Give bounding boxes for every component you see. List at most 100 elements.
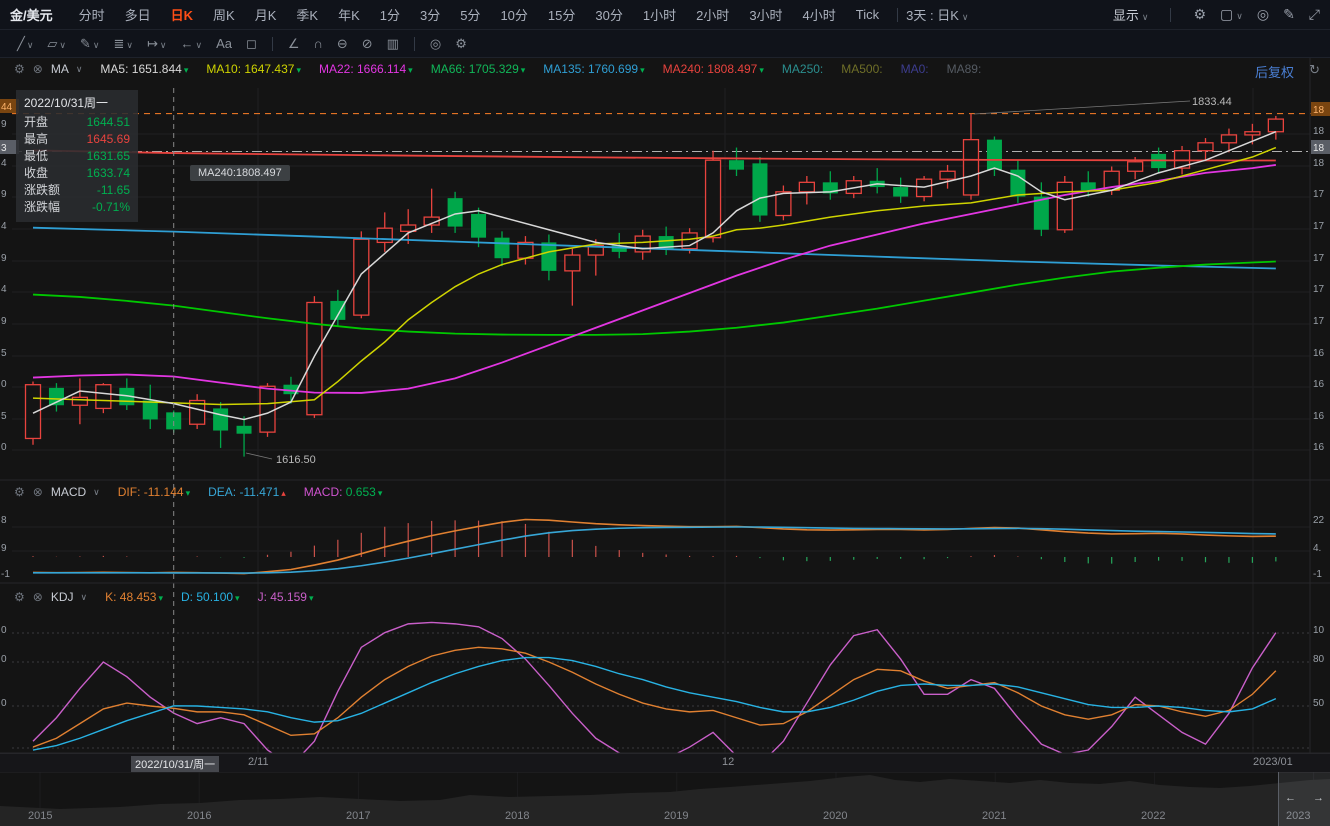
candle[interactable] bbox=[1267, 118, 1284, 133]
indicator-value-MA0[interactable]: MA0: bbox=[900, 62, 929, 76]
period-tab-年K[interactable]: 年K bbox=[338, 8, 360, 23]
gear-icon[interactable]: ⚙ bbox=[14, 590, 25, 604]
candle[interactable] bbox=[752, 163, 768, 216]
indicator-value-MA22[interactable]: MA22: 1666.114 ▾ bbox=[318, 62, 413, 76]
candle[interactable] bbox=[1033, 196, 1049, 230]
candle[interactable] bbox=[587, 244, 604, 256]
gear-icon[interactable]: ⚙ bbox=[14, 485, 25, 499]
candle[interactable] bbox=[471, 213, 487, 238]
candle[interactable] bbox=[915, 178, 933, 198]
indicator-value-DEA[interactable]: DEA: -11.471 ▴ bbox=[208, 485, 286, 499]
compare-tool[interactable]: ◎ bbox=[429, 35, 442, 51]
candle[interactable] bbox=[1056, 181, 1073, 231]
brush-tool[interactable]: ✎ ∨ bbox=[80, 35, 100, 51]
candle[interactable] bbox=[1173, 150, 1191, 169]
candle[interactable] bbox=[24, 384, 42, 440]
period-tab-日K[interactable]: 日K bbox=[170, 8, 194, 23]
magnet-tool[interactable]: ∩ bbox=[313, 36, 323, 51]
indicator-name[interactable]: MACD bbox=[50, 485, 87, 499]
candle[interactable] bbox=[1080, 182, 1096, 191]
nav-right-arrow[interactable]: → bbox=[1313, 792, 1324, 804]
candle[interactable] bbox=[939, 170, 956, 180]
candle[interactable] bbox=[330, 300, 346, 320]
period-tab-月K[interactable]: 月K bbox=[254, 8, 277, 23]
indicator-value-MA250[interactable]: MA250: bbox=[781, 62, 824, 76]
candle[interactable] bbox=[213, 408, 229, 431]
period-tab-多日[interactable]: 多日 bbox=[124, 8, 151, 23]
candle[interactable] bbox=[1127, 161, 1144, 172]
candle[interactable] bbox=[188, 399, 206, 425]
navigator-area[interactable] bbox=[0, 775, 1330, 826]
period-tab-3分[interactable]: 3分 bbox=[419, 8, 441, 23]
indicator-value-D[interactable]: D: 50.100 ▾ bbox=[181, 590, 240, 604]
pencil-icon[interactable]: ✎ bbox=[1283, 6, 1295, 22]
indicator-value-MA240[interactable]: MA240: 1808.497 ▾ bbox=[662, 62, 764, 76]
candle[interactable] bbox=[1197, 142, 1214, 152]
candle[interactable] bbox=[259, 385, 276, 433]
period-tab-15分[interactable]: 15分 bbox=[547, 8, 576, 23]
indicator-name[interactable]: MA bbox=[50, 62, 69, 76]
hide-tool[interactable]: ⊘ bbox=[361, 35, 373, 51]
period-tab-1分[interactable]: 1分 bbox=[379, 8, 400, 23]
expand-icon[interactable]: ⤢ bbox=[1308, 6, 1320, 22]
period-tab-3小时[interactable]: 3小时 bbox=[749, 8, 783, 23]
annotation-tool[interactable]: ≣ ∨ bbox=[113, 35, 134, 51]
close-icon[interactable]: ⊗ bbox=[32, 485, 43, 499]
candle[interactable] bbox=[1010, 169, 1026, 197]
candle[interactable] bbox=[494, 237, 510, 259]
candle[interactable] bbox=[634, 235, 651, 253]
period-tab-季K[interactable]: 季K bbox=[296, 8, 319, 23]
settings-tool[interactable]: ⚙ bbox=[455, 35, 467, 51]
period-tab-4小时[interactable]: 4小时 bbox=[802, 8, 836, 23]
restore-rights-button[interactable]: 后复权 bbox=[1254, 65, 1294, 80]
candle[interactable] bbox=[611, 245, 627, 252]
candle[interactable] bbox=[306, 301, 323, 416]
indicator-value-MA5[interactable]: MA5: 1651.844 ▾ bbox=[100, 62, 189, 76]
shape-tool[interactable]: ▱ ∨ bbox=[47, 35, 67, 51]
navigator-selection[interactable]: ← → bbox=[1278, 772, 1330, 826]
candle[interactable] bbox=[236, 425, 252, 434]
gear-icon[interactable]: ⚙ bbox=[1193, 6, 1207, 22]
layout-square-icon[interactable]: ▢ ∨ bbox=[1220, 6, 1243, 22]
close-icon[interactable]: ⊗ bbox=[32, 62, 43, 76]
text-tool[interactable]: Aa bbox=[216, 36, 233, 51]
candle[interactable] bbox=[704, 159, 722, 239]
candle[interactable] bbox=[166, 412, 182, 430]
period-tab-1小时[interactable]: 1小时 bbox=[642, 8, 677, 23]
candle[interactable] bbox=[962, 138, 980, 196]
candle[interactable] bbox=[142, 400, 158, 420]
period-tab-10分[interactable]: 10分 bbox=[500, 8, 528, 23]
indicator-value-MA135[interactable]: MA135: 1760.699 ▾ bbox=[543, 62, 645, 76]
indicator-value-K[interactable]: K: 48.453 ▾ bbox=[105, 590, 163, 604]
period-tab-5分[interactable]: 5分 bbox=[460, 8, 481, 23]
indicator-value-MA89[interactable]: MA89: bbox=[946, 62, 982, 76]
candle[interactable] bbox=[564, 254, 581, 272]
measure-tool[interactable]: ↦ ∨ bbox=[147, 35, 167, 51]
indicator-value-J[interactable]: J: 45.159 ▾ bbox=[257, 590, 314, 604]
indicator-value-DIF[interactable]: DIF: -11.144 ▾ bbox=[117, 485, 191, 499]
candle[interactable] bbox=[283, 384, 299, 395]
candle[interactable] bbox=[353, 238, 370, 316]
period-tab-周K[interactable]: 周K bbox=[213, 8, 235, 23]
trash-tool[interactable]: ▥ bbox=[386, 35, 399, 51]
indicator-name[interactable]: KDJ bbox=[50, 590, 74, 604]
candle[interactable] bbox=[71, 396, 89, 406]
candle[interactable] bbox=[1220, 134, 1238, 144]
candle[interactable] bbox=[986, 139, 1002, 170]
nav-left-arrow[interactable]: ← bbox=[1285, 792, 1296, 804]
candle[interactable] bbox=[798, 181, 815, 193]
candle[interactable] bbox=[1244, 131, 1261, 136]
candle[interactable] bbox=[541, 242, 557, 271]
gear-icon[interactable]: ⚙ bbox=[14, 62, 25, 76]
comment-tool[interactable]: ◻ bbox=[246, 35, 257, 51]
candle[interactable] bbox=[447, 198, 463, 227]
indicator-value-MA10[interactable]: MA10: 1647.437 ▾ bbox=[206, 62, 301, 76]
period-tab-30分[interactable]: 30分 bbox=[595, 8, 623, 23]
candle[interactable] bbox=[729, 160, 744, 170]
candle[interactable] bbox=[893, 187, 909, 197]
trendline-tool[interactable]: ╱ ∨ bbox=[17, 35, 34, 51]
range-selector[interactable]: 3天 : 日K ∨ bbox=[906, 8, 969, 23]
candle[interactable] bbox=[658, 236, 674, 249]
display-menu[interactable]: 显示 ∨ bbox=[1112, 8, 1149, 23]
period-tab-分时[interactable]: 分时 bbox=[78, 8, 105, 23]
